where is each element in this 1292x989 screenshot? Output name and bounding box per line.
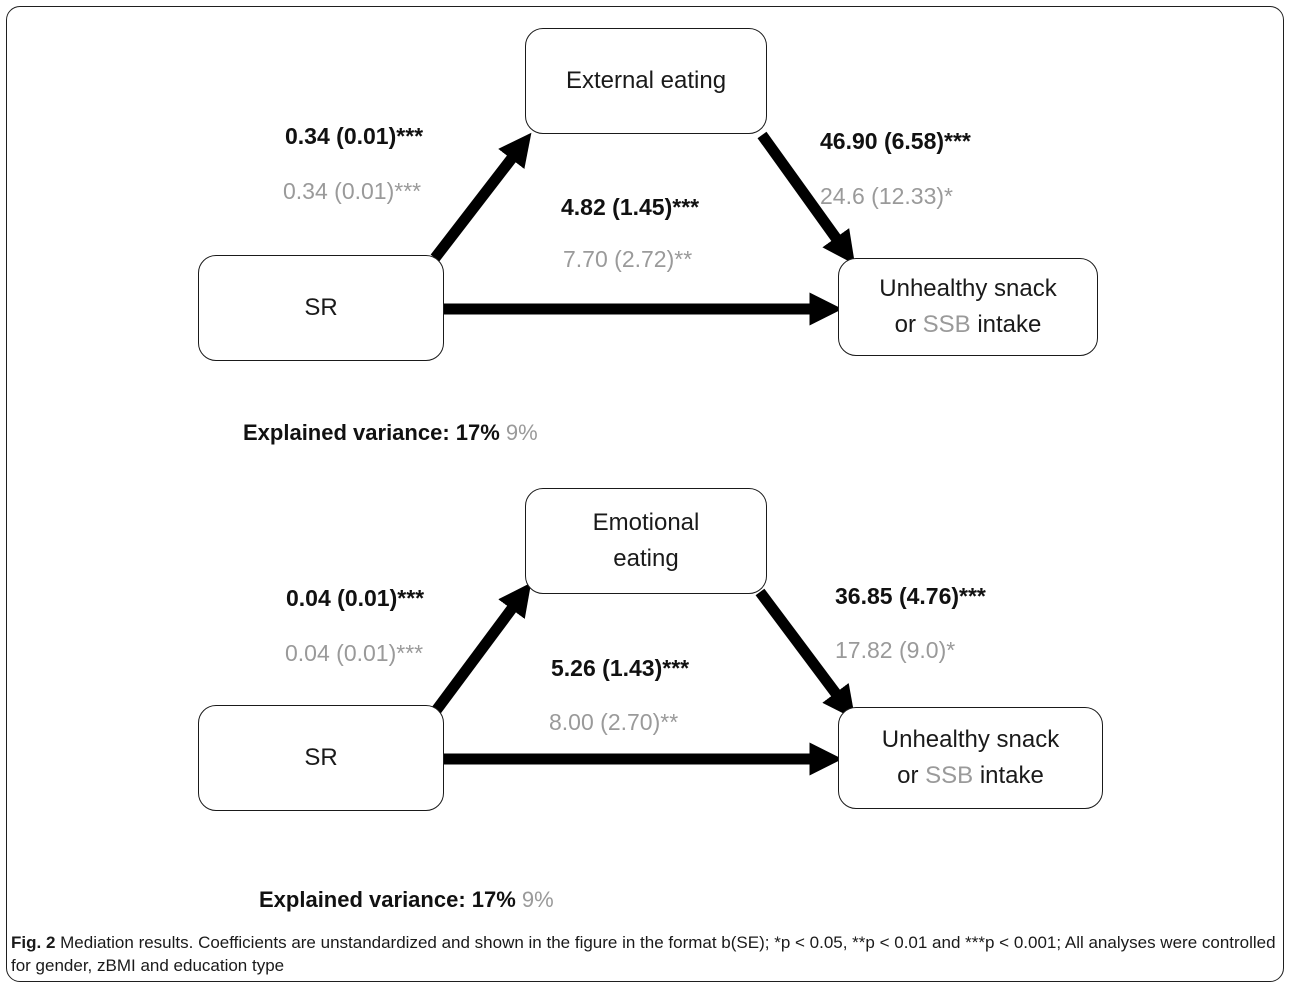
figure-caption: Fig. 2 Mediation results. Coefficients a…: [11, 931, 1276, 977]
mediator-label: External eating: [565, 67, 727, 94]
outcome-box: Unhealthy snack or SSB intake: [838, 258, 1098, 356]
path-a-coefficient-alt: 0.04 (0.01)***: [285, 640, 424, 666]
mediator-label-line1: Emotional: [592, 509, 700, 536]
path-b-coefficient-alt: 17.82 (9.0)*: [835, 637, 956, 663]
explained-variance-alt: 9%: [515, 887, 554, 912]
outcome-label-line1: Unhealthy snack: [881, 726, 1060, 753]
ssb-term: SSB: [925, 762, 974, 789]
arrow-a-2: [430, 582, 532, 716]
outcome-box: Unhealthy snack or SSB intake: [838, 707, 1103, 809]
predictor-box-sr: SR: [198, 705, 444, 811]
predictor-box-sr: SR: [198, 255, 444, 361]
path-a-coefficient: 0.04 (0.01)***: [286, 585, 425, 611]
figure-label: Fig. 2: [11, 933, 56, 952]
path-c-coefficient: 5.26 (1.43)***: [551, 655, 690, 681]
predictor-label: SR: [304, 744, 338, 771]
path-a-coefficient-alt: 0.34 (0.01)***: [283, 178, 422, 204]
arrow-b-1: [757, 131, 855, 265]
mediator-label-line2: eating: [613, 545, 679, 572]
caption-text: Mediation results. Coefficients are unst…: [11, 933, 1276, 975]
path-c-coefficient: 4.82 (1.45)***: [561, 194, 700, 220]
path-b-coefficient-alt: 24.6 (12.33)*: [820, 183, 953, 209]
path-b-coefficient: 36.85 (4.76)***: [835, 583, 986, 609]
explained-variance-alt: 9%: [499, 420, 538, 445]
explained-variance: Explained variance: 17% 9%: [259, 887, 554, 912]
path-a-coefficient: 0.34 (0.01)***: [285, 123, 424, 149]
path-c-coefficient-alt: 7.70 (2.72)**: [563, 246, 693, 272]
outcome-label-line2: or SSB intake: [894, 311, 1042, 338]
predictor-label: SR: [304, 294, 338, 321]
outcome-label-line1: Unhealthy snack: [879, 275, 1057, 302]
figure-frame: [6, 6, 1284, 982]
path-c-coefficient-alt: 8.00 (2.70)**: [549, 709, 679, 735]
path-b-coefficient: 46.90 (6.58)***: [820, 128, 971, 154]
mediator-box-emotional-eating: Emotional eating: [525, 488, 767, 594]
arrow-b-2: [755, 588, 856, 720]
outcome-label-line2: or SSB intake: [897, 762, 1044, 789]
mediator-box-external-eating: External eating: [525, 28, 767, 134]
explained-variance: Explained variance: 17% 9%: [243, 420, 538, 445]
arrow-a-1: [430, 132, 532, 262]
ssb-term: SSB: [922, 311, 971, 338]
